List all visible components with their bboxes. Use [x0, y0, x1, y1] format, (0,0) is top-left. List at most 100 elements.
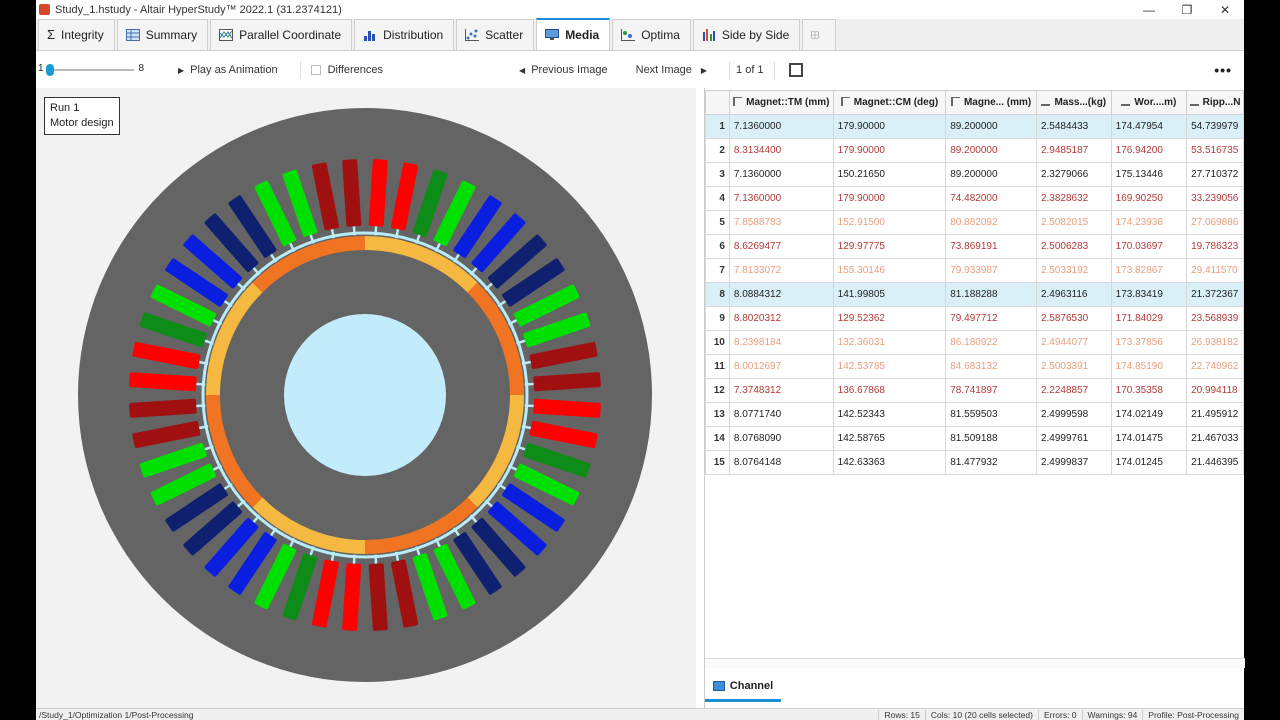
table-cell[interactable]: 2.4999598	[1035, 402, 1112, 427]
table-row[interactable]: 10 8.2398184 132.36031 86.180922 2.4944077 17…	[705, 330, 1244, 355]
row-number[interactable]: 9	[705, 306, 730, 331]
table-cell[interactable]: 2.3279066	[1035, 162, 1112, 187]
table-cell[interactable]: 78.741897	[945, 378, 1037, 403]
row-number[interactable]: 7	[705, 258, 730, 283]
table-row[interactable]: 15 8.0764148 142.63363 81.477932 2.4999837 17…	[705, 450, 1244, 475]
table-cell[interactable]: 8.0884312	[728, 282, 834, 307]
table-cell[interactable]: 129.52362	[832, 306, 947, 331]
row-number[interactable]: 12	[705, 378, 730, 403]
table-cell[interactable]: 170.35358	[1110, 378, 1188, 403]
table-row[interactable]: 11 8.0012697 142.53785 84.683132 2.5003391 17…	[705, 354, 1244, 379]
previous-image-button[interactable]: ◀ Previous Image	[519, 64, 608, 76]
table-cell[interactable]: 8.0012697	[728, 354, 834, 379]
table-cell[interactable]: 2.5003391	[1035, 354, 1112, 379]
table-cell[interactable]: 20.994118	[1186, 378, 1244, 403]
table-cell[interactable]: 2.4999761	[1035, 426, 1112, 451]
table-cell[interactable]: 2.5484433	[1035, 114, 1112, 139]
table-row[interactable]: 3 7.1360000 150.21650 89.200000 2.3279066 175…	[705, 162, 1244, 187]
table-row[interactable]: 12 7.3748312 136.67868 78.741897 2.2248857 17…	[705, 378, 1244, 403]
table-cell[interactable]: 7.8133072	[728, 258, 834, 283]
table-cell[interactable]: 2.5033192	[1035, 258, 1112, 283]
column-header[interactable]: Wor....m)	[1110, 90, 1188, 115]
table-cell[interactable]: 174.47954	[1110, 114, 1188, 139]
table-cell[interactable]: 170.03697	[1110, 234, 1188, 259]
table-row[interactable]: 7 7.8133072 155.30146 79.933987 2.5033192 173…	[705, 258, 1244, 283]
table-row[interactable]: 1 7.1360000 179.90000 89.200000 2.5484433 174…	[705, 114, 1244, 139]
column-header[interactable]: Magne... (mm)	[945, 90, 1037, 115]
tab-integrity[interactable]: Σ Integrity	[38, 19, 115, 50]
table-cell[interactable]: 132.36031	[832, 330, 947, 355]
table-cell[interactable]: 73.869191	[945, 234, 1037, 259]
table-cell[interactable]: 173.82867	[1110, 258, 1188, 283]
column-header[interactable]: Magnet::CM (deg)	[832, 90, 947, 115]
table-cell[interactable]: 27.710372	[1186, 162, 1244, 187]
table-cell[interactable]: 152.91500	[832, 210, 947, 235]
table-cell[interactable]: 8.3134400	[728, 138, 834, 163]
table-cell[interactable]: 176.94200	[1110, 138, 1188, 163]
slider-track[interactable]	[46, 69, 134, 71]
row-number[interactable]: 15	[705, 450, 730, 475]
tab-media[interactable]: Media	[536, 18, 611, 50]
table-cell[interactable]: 175.13446	[1110, 162, 1188, 187]
table-cell[interactable]: 81.559503	[945, 402, 1037, 427]
differences-toggle[interactable]: Differences	[310, 64, 383, 76]
table-cell[interactable]: 21.495912	[1186, 402, 1244, 427]
table-cell[interactable]: 8.0764148	[728, 450, 834, 475]
table-row[interactable]: 2 8.3134400 179.90000 89.200000 2.9485187 176…	[705, 138, 1244, 163]
table-cell[interactable]: 173.83419	[1110, 282, 1188, 307]
table-row[interactable]: 4 7.1360000 179.90000 74.482000 2.3828632 169…	[705, 186, 1244, 211]
slider-thumb[interactable]	[46, 64, 54, 76]
table-cell[interactable]: 89.200000	[945, 162, 1037, 187]
table-cell[interactable]: 2.5876530	[1035, 306, 1112, 331]
table-cell[interactable]: 2.5082015	[1035, 210, 1112, 235]
table-cell[interactable]: 79.497712	[945, 306, 1037, 331]
table-cell[interactable]: 21.372367	[1186, 282, 1244, 307]
table-cell[interactable]: 171.84029	[1110, 306, 1188, 331]
table-row[interactable]: 14 8.0768090 142.58765 81.509188 2.4999761 17…	[705, 426, 1244, 451]
table-row[interactable]: 13 8.0771740 142.52343 81.559503 2.4999598 17…	[705, 402, 1244, 427]
table-cell[interactable]: 150.21650	[832, 162, 947, 187]
horizontal-scrollbar[interactable]	[705, 658, 1245, 668]
table-cell[interactable]: 7.1360000	[728, 162, 834, 187]
table-cell[interactable]: 2.4963116	[1035, 282, 1112, 307]
table-row[interactable]: 5 7.8588783 152.91500 80.882092 2.5082015 174…	[705, 210, 1244, 235]
table-cell[interactable]: 179.90000	[832, 186, 947, 211]
table-cell[interactable]: 7.1360000	[728, 114, 834, 139]
tab-optima[interactable]: Optima	[612, 19, 691, 50]
table-cell[interactable]: 33.239056	[1186, 186, 1244, 211]
table-cell[interactable]: 81.188288	[945, 282, 1037, 307]
table-cell[interactable]: 155.30146	[832, 258, 947, 283]
table-cell[interactable]: 142.58765	[832, 426, 947, 451]
table-cell[interactable]: 79.933987	[945, 258, 1037, 283]
table-cell[interactable]: 7.1360000	[728, 186, 834, 211]
table-cell[interactable]: 80.882092	[945, 210, 1037, 235]
table-cell[interactable]: 2.4999837	[1035, 450, 1112, 475]
table-cell[interactable]: 8.6269477	[728, 234, 834, 259]
table-cell[interactable]: 174.85190	[1110, 354, 1188, 379]
row-number[interactable]: 13	[705, 402, 730, 427]
more-options-icon[interactable]: •••	[1214, 62, 1232, 78]
table-cell[interactable]: 19.786323	[1186, 234, 1244, 259]
row-number[interactable]: 8	[705, 282, 730, 307]
table-cell[interactable]: 2.2248857	[1035, 378, 1112, 403]
table-cell[interactable]: 174.01475	[1110, 426, 1188, 451]
table-cell[interactable]: 89.200000	[945, 114, 1037, 139]
table-cell[interactable]: 22.740962	[1186, 354, 1244, 379]
row-number[interactable]: 3	[705, 162, 730, 187]
table-cell[interactable]: 54.739979	[1186, 114, 1244, 139]
table-cell[interactable]: 142.53785	[832, 354, 947, 379]
next-image-button[interactable]: Next Image ▶	[636, 64, 707, 76]
tab-channel[interactable]: Channel	[705, 672, 781, 702]
table-cell[interactable]: 8.8020312	[728, 306, 834, 331]
table-cell[interactable]: 174.23938	[1110, 210, 1188, 235]
row-number[interactable]: 1	[705, 114, 730, 139]
row-number[interactable]: 2	[705, 138, 730, 163]
tab-add[interactable]	[802, 19, 837, 50]
table-row[interactable]: 9 8.8020312 129.52362 79.497712 2.5876530 171…	[705, 306, 1244, 331]
table-cell[interactable]: 179.90000	[832, 114, 947, 139]
table-cell[interactable]: 2.5006283	[1035, 234, 1112, 259]
row-number[interactable]: 6	[705, 234, 730, 259]
row-number[interactable]: 10	[705, 330, 730, 355]
play-animation-button[interactable]: ▶ Play as Animation	[178, 64, 278, 76]
table-row[interactable]: 6 8.6269477 129.97775 73.869191 2.5006283 170…	[705, 234, 1244, 259]
